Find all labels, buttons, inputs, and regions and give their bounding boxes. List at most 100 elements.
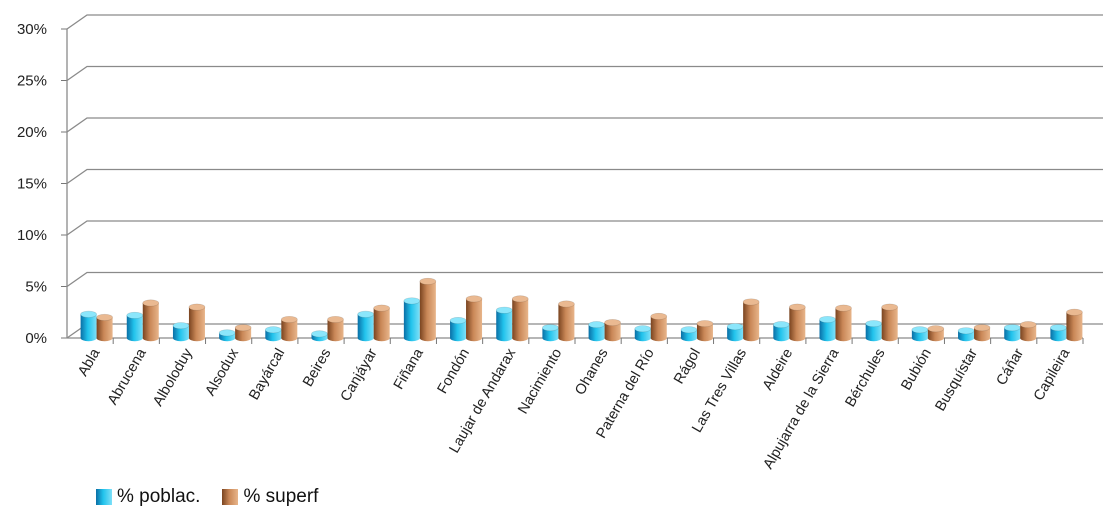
bar-top <box>465 295 483 303</box>
bar-body <box>773 324 790 342</box>
bar-body <box>588 324 605 342</box>
bar-body <box>1050 327 1067 342</box>
bar-top <box>281 315 298 323</box>
bar-poblac <box>126 311 144 342</box>
gridline <box>66 220 1103 236</box>
bar-poblac <box>911 326 929 342</box>
bar-poblac <box>1050 324 1067 342</box>
x-tick-label: Alboloduy <box>150 345 196 409</box>
bar-body <box>403 300 420 342</box>
x-tick-label: Abla <box>75 345 104 379</box>
bar-superf <box>511 295 529 342</box>
legend-swatch-poblac <box>96 489 112 505</box>
bar-poblac <box>542 324 559 342</box>
bar-body <box>80 314 97 342</box>
bar-body <box>419 281 436 342</box>
bar-top <box>218 329 236 337</box>
bar-poblac <box>634 325 652 342</box>
bar-top <box>403 297 421 305</box>
bar-superf <box>558 300 575 342</box>
bar-superf <box>142 299 160 342</box>
bar-superf <box>696 320 714 342</box>
bar-top <box>911 326 929 334</box>
bar-poblac <box>680 326 698 342</box>
bar-superf <box>373 304 390 342</box>
bar-top <box>172 322 190 330</box>
bar-top <box>696 320 714 328</box>
bar-top <box>773 321 790 329</box>
bar-superf <box>604 319 621 342</box>
bar-superf <box>650 312 668 342</box>
bar-superf <box>789 303 806 342</box>
y-tick-label: 15% <box>17 176 47 193</box>
bar-superf <box>234 324 252 342</box>
bar-top <box>604 319 621 327</box>
bar-body <box>142 302 159 342</box>
bar-superf <box>96 313 113 342</box>
bar-top <box>588 321 605 329</box>
bar-body <box>881 307 898 342</box>
bar-top <box>973 324 991 332</box>
bar-superf <box>927 325 945 342</box>
bar-top <box>327 315 344 323</box>
bar-poblac <box>80 310 97 342</box>
bar-body <box>542 327 559 342</box>
bar-top <box>558 300 575 308</box>
bar-superf <box>465 295 483 342</box>
gridline <box>66 65 1103 82</box>
x-tick-label: Ohanes <box>572 346 611 398</box>
bar-body <box>974 327 991 342</box>
bar-body <box>680 329 697 342</box>
x-tick-label: Bayárcal <box>246 346 288 403</box>
bar-top <box>311 330 328 338</box>
bar-top <box>234 324 252 332</box>
y-tick-label: 0% <box>25 330 47 347</box>
x-tick-label: Cáñar <box>994 346 1028 388</box>
bar-top <box>495 306 513 314</box>
bar-body <box>96 317 113 342</box>
bar-superf <box>973 324 991 342</box>
y-tick-label: 30% <box>17 21 47 38</box>
bar-poblac <box>311 330 328 342</box>
x-tick-label: Beires <box>300 346 334 390</box>
bar-poblac <box>819 315 836 342</box>
bar-body <box>265 329 282 342</box>
bar-top <box>126 311 144 319</box>
bar-body <box>696 323 713 342</box>
bar-body <box>927 328 944 342</box>
x-tick-label: Canjáyar <box>338 346 381 404</box>
bars <box>80 277 1083 342</box>
legend: % poblac. % superf <box>96 486 318 508</box>
bar-body <box>743 301 760 342</box>
bar-superf <box>327 315 344 342</box>
bar-poblac <box>172 322 190 342</box>
bar-poblac <box>403 297 421 342</box>
bar-top <box>680 326 698 334</box>
bar-body <box>819 319 836 342</box>
bar-top <box>357 310 374 318</box>
x-tick-label: Aldeire <box>760 346 796 393</box>
x-tick-labels: Abla Abrucena Alboloduy Alsodux Bayárcal Beir… <box>75 345 1074 472</box>
bar-top <box>865 320 882 328</box>
bar-superf <box>188 303 206 342</box>
bar-top <box>1050 324 1067 332</box>
bar-poblac <box>265 326 282 342</box>
bar-top <box>726 323 744 331</box>
bar-superf <box>835 304 852 342</box>
bar-top <box>650 312 668 320</box>
y-tick-label: 25% <box>17 73 47 90</box>
bar-body <box>126 315 143 342</box>
bar-body <box>235 327 252 342</box>
x-tick-label: Bubión <box>898 346 934 393</box>
bar-superf <box>1066 308 1083 342</box>
bar-poblac <box>449 316 467 342</box>
bar-poblac <box>957 327 975 342</box>
bar-body <box>512 298 529 342</box>
bar-body <box>450 320 467 342</box>
bar-top <box>1066 308 1083 316</box>
bar-top <box>927 325 945 333</box>
bar-body <box>496 310 513 342</box>
gridline <box>66 117 1103 133</box>
bar-top <box>742 298 760 306</box>
x-tick-label: Fondón <box>435 346 473 397</box>
